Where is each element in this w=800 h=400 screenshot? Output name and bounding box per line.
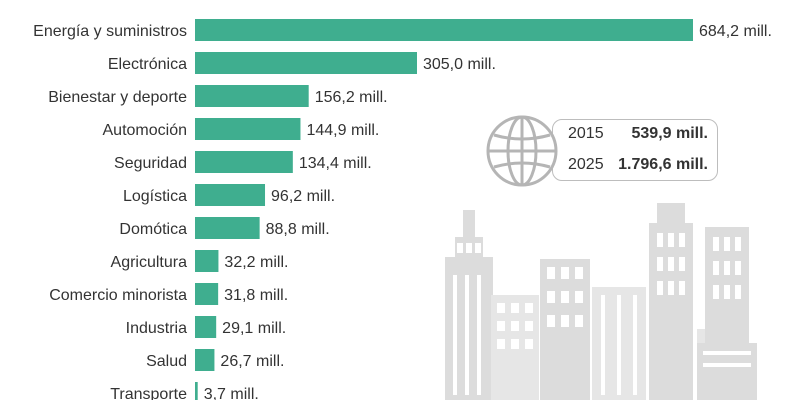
value-label: 32,2 mill. (224, 254, 288, 271)
bar (195, 52, 417, 74)
value-label: 96,2 mill. (271, 188, 335, 205)
bar (195, 283, 219, 305)
value-label: 144,9 mill. (306, 122, 379, 139)
globe-icon (486, 115, 558, 187)
bar (195, 217, 260, 239)
bar (195, 19, 693, 41)
category-label: Salud (146, 353, 187, 370)
bar (195, 85, 309, 107)
value-label: 684,2 mill. (699, 23, 772, 40)
bar (195, 250, 219, 272)
bar (195, 349, 215, 371)
category-label: Comercio minorista (49, 287, 187, 304)
total-year: 2025 (568, 156, 604, 173)
category-label: Industria (126, 320, 187, 337)
bar (195, 151, 293, 173)
value-label: 134,4 mill. (299, 155, 372, 172)
category-label: Transporte (110, 386, 187, 400)
value-label: 26,7 mill. (220, 353, 284, 370)
city-skyline-illustration (445, 203, 757, 400)
value-label: 31,8 mill. (224, 287, 288, 304)
total-row-2015: 2015 539,9 mill. (568, 125, 708, 143)
value-label: 3,7 mill. (204, 386, 259, 400)
value-label: 305,0 mill. (423, 56, 496, 73)
bar (195, 118, 301, 140)
category-label: Bienestar y deporte (48, 89, 187, 106)
total-value: 1.796,6 mill. (618, 156, 708, 173)
bar (195, 316, 217, 338)
total-year: 2015 (568, 125, 604, 142)
total-row-2025: 2025 1.796,6 mill. (568, 156, 708, 174)
category-label: Domótica (119, 221, 187, 238)
category-label: Seguridad (114, 155, 187, 172)
category-label: Automoción (103, 122, 188, 139)
totals-box (552, 119, 718, 181)
total-value: 539,9 mill. (631, 125, 709, 142)
value-label: 156,2 mill. (315, 89, 388, 106)
category-label: Agricultura (111, 254, 188, 271)
value-label: 29,1 mill. (222, 320, 286, 337)
category-label: Energía y suministros (33, 23, 187, 40)
bar (195, 382, 198, 400)
category-label: Electrónica (108, 56, 187, 73)
category-label: Logística (123, 188, 187, 205)
value-label: 88,8 mill. (266, 221, 330, 238)
bar (195, 184, 266, 206)
